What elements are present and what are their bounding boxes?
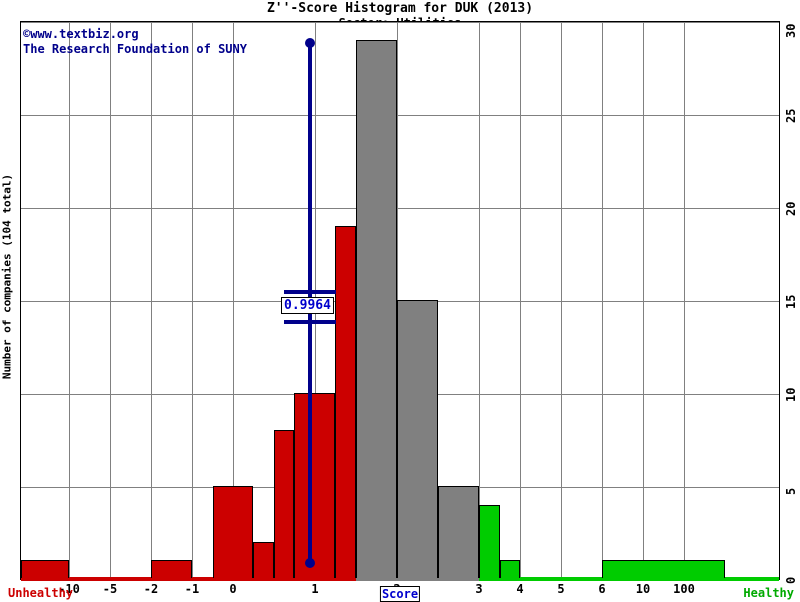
gridline-vertical	[151, 22, 152, 579]
score-marker-cap-lower	[284, 320, 336, 324]
axis-strip-healthy	[479, 578, 779, 581]
gridline-vertical	[602, 22, 603, 579]
gridline-horizontal	[21, 115, 779, 116]
histogram-bar	[602, 560, 725, 579]
unhealthy-tag: Unhealthy	[8, 586, 74, 600]
histogram-bar	[479, 504, 500, 579]
histogram-bar	[294, 393, 335, 579]
histogram-bar	[151, 560, 192, 579]
y-axis-tick-label: 30	[784, 23, 798, 38]
score-marker-dot-top	[305, 38, 315, 48]
x-axis-tick-label: -2	[143, 582, 159, 596]
gridline-vertical	[479, 22, 480, 579]
gridline-vertical	[561, 22, 562, 579]
score-marker-cap-upper	[284, 290, 336, 294]
histogram-bar	[335, 225, 356, 579]
x-axis-tick-label: 1	[311, 582, 319, 596]
gridline-vertical	[643, 22, 644, 579]
y-axis-tick-label: 25	[784, 108, 798, 123]
x-axis-label: Score	[379, 586, 421, 602]
histogram-bar	[274, 430, 294, 579]
copyright-line-2: The Research Foundation of SUNY	[23, 42, 247, 56]
gridline-vertical	[233, 22, 234, 579]
gridline-vertical	[684, 22, 685, 579]
y-axis-tick-label: 5	[784, 487, 798, 495]
healthy-tag: Healthy	[743, 586, 794, 600]
y-axis-tick-label: 0	[784, 576, 798, 584]
histogram-bar	[213, 486, 253, 579]
axis-strip-neutral	[356, 578, 479, 581]
histogram-bar	[253, 541, 274, 579]
gridline-horizontal	[21, 208, 779, 209]
histogram-bar	[438, 486, 479, 579]
x-axis-tick-label: -1	[184, 582, 200, 596]
gridline-horizontal	[21, 22, 779, 23]
score-marker-label: 0.9964	[281, 297, 334, 314]
y-axis-tick-label: 10	[784, 387, 798, 402]
plot-area: 0.9964	[20, 21, 780, 580]
histogram-bar	[397, 300, 438, 579]
gridline-vertical	[192, 22, 193, 579]
gridline-vertical	[110, 22, 111, 579]
x-axis-tick-label: 3	[475, 582, 483, 596]
axis-strip-unhealthy	[21, 578, 356, 581]
y-axis-label: Number of companies (104 total)	[0, 173, 14, 380]
copyright-line-1: ©www.textbiz.org	[23, 27, 139, 41]
y-axis-tick-label: 20	[784, 201, 798, 216]
histogram-bar	[21, 560, 69, 579]
x-axis-tick-label: -5	[102, 582, 118, 596]
copyright-notice: ©www.textbiz.org The Research Foundation…	[23, 27, 247, 57]
gridline-vertical	[69, 22, 70, 579]
x-axis-tick-label: 100	[673, 582, 695, 596]
x-axis-tick-label: 4	[516, 582, 524, 596]
histogram-bar	[356, 39, 397, 579]
x-axis-tick-label: 5	[557, 582, 565, 596]
gridline-vertical	[520, 22, 521, 579]
score-marker-dot-bottom	[305, 558, 315, 568]
histogram-bar	[500, 560, 520, 579]
y-axis-tick-label: 15	[784, 294, 798, 309]
x-axis-tick-label: -10	[58, 582, 80, 596]
x-axis-tick-label: 0	[229, 582, 237, 596]
x-axis-tick-label: 10	[635, 582, 651, 596]
x-axis-tick-label: 6	[598, 582, 606, 596]
page-title: Z''-Score Histogram for DUK (2013)	[266, 1, 534, 16]
